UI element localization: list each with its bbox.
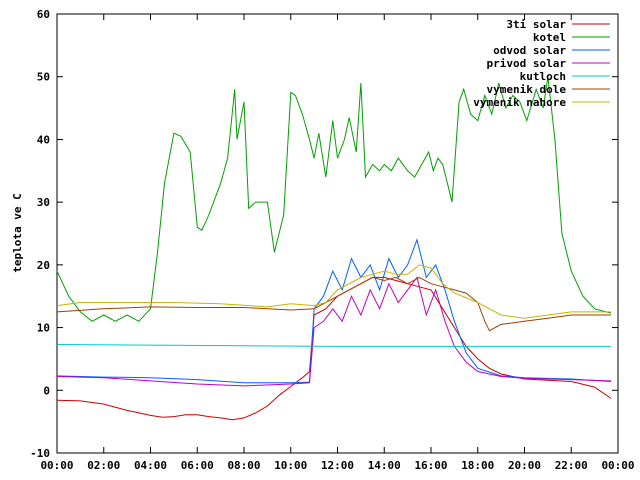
series-line-4 (56, 344, 611, 347)
y-axis: -10 0 10 20 30 40 50 60 (30, 8, 618, 460)
y-tick-label: 10 (37, 322, 50, 335)
x-tick-label: 12:00 (321, 459, 354, 472)
series-line-1 (56, 76, 612, 322)
series-line-2 (56, 238, 612, 384)
series-lines (56, 76, 612, 421)
y-tick-label: 60 (37, 8, 50, 21)
x-tick-label: 00:00 (40, 459, 73, 472)
x-tick-label: 00:00 (601, 459, 634, 472)
x-tick-label: 08:00 (227, 459, 260, 472)
series-line-3 (56, 276, 612, 387)
x-tick-label: 10:00 (274, 459, 307, 472)
legend-label: 3ti solar (506, 18, 566, 31)
series-line-6 (56, 264, 611, 319)
legend-label: kotel (533, 31, 566, 44)
x-tick-label: 22:00 (555, 459, 588, 472)
y-axis-label: teplota ve C (11, 193, 24, 272)
legend-label: vymenik nahore (473, 96, 566, 109)
y-tick-label: 40 (37, 133, 50, 146)
x-tick-label: 18:00 (461, 459, 494, 472)
legend-label: kutloch (520, 70, 566, 83)
y-tick-label: 30 (37, 196, 50, 209)
legend-label: privod solar (487, 57, 567, 70)
y-tick-label: 20 (37, 259, 50, 272)
legend-label: vymenik dole (487, 83, 567, 96)
x-tick-label: 16:00 (414, 459, 447, 472)
legend-label: odvod solar (493, 44, 566, 57)
y-tick-label: -10 (30, 447, 50, 460)
x-axis: 00:00 02:00 04:00 06:00 08:00 10:00 12:00 14:00… (40, 14, 635, 472)
y-tick-label: 0 (43, 384, 50, 397)
y-tick-label: 50 (37, 71, 50, 84)
x-tick-label: 14:00 (368, 459, 401, 472)
x-tick-label: 20:00 (508, 459, 541, 472)
x-tick-label: 06:00 (181, 459, 214, 472)
x-tick-label: 04:00 (134, 459, 167, 472)
x-tick-label: 02:00 (87, 459, 120, 472)
series-line-0 (56, 276, 612, 421)
series-line-5 (56, 276, 611, 332)
